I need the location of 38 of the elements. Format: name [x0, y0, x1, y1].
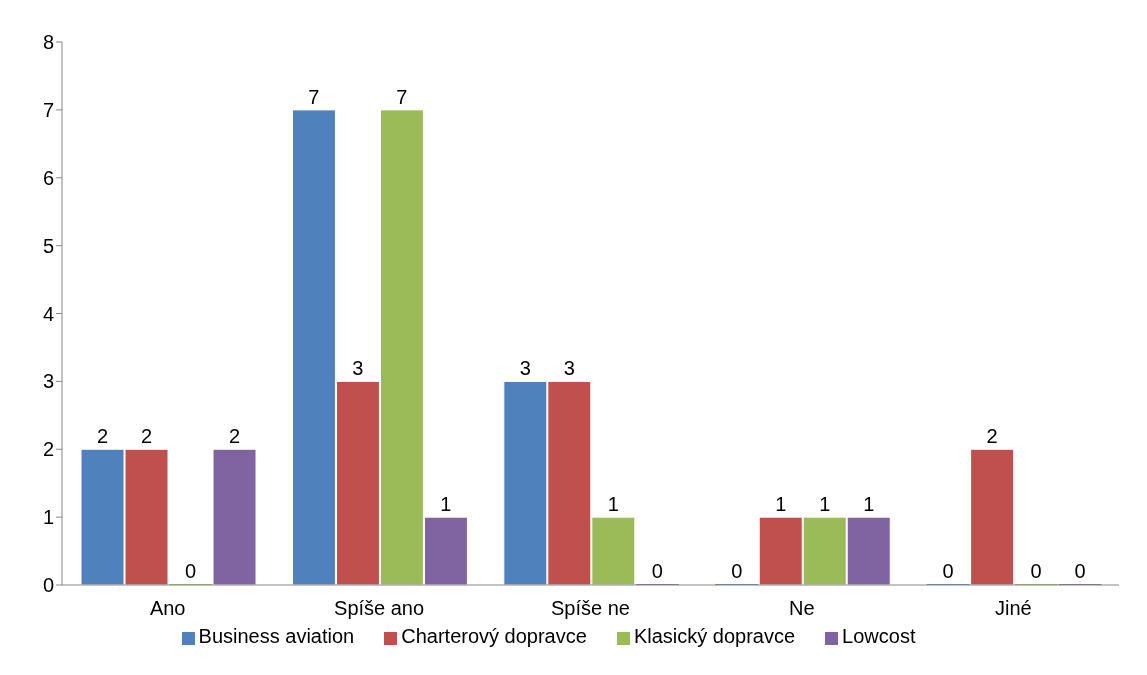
data-label: 2: [96, 425, 109, 448]
data-label: 1: [440, 493, 452, 516]
x-tick-label: Jiné: [994, 597, 1032, 620]
legend-label: Klasický dopravce: [633, 625, 796, 647]
data-label: 7: [396, 85, 408, 108]
data-label: 0: [184, 560, 197, 582]
data-label: 0: [942, 560, 954, 582]
y-tick-label: 5: [42, 234, 54, 257]
data-label: 0: [1030, 560, 1042, 582]
data-label: 0: [731, 560, 743, 582]
legend-label: Lowcost: [842, 625, 916, 647]
data-label: 3: [563, 357, 575, 380]
data-label: 1: [863, 493, 875, 516]
x-tick-label: Ano: [149, 597, 186, 620]
x-tick-label: Ne: [789, 597, 815, 620]
data-label: 2: [228, 425, 241, 448]
y-tick-label: 0: [42, 574, 54, 597]
data-label: 3: [519, 357, 531, 380]
y-tick-label: 1: [42, 506, 54, 529]
data-label: 0: [1074, 560, 1086, 582]
data-label: 1: [775, 493, 787, 516]
data-label: 0: [651, 560, 663, 582]
legend-label: Charterový dopravce: [401, 625, 587, 647]
y-tick-label: 6: [42, 166, 54, 189]
data-label: 2: [140, 425, 153, 448]
legend-label: Business aviation: [198, 625, 355, 647]
data-label: 1: [819, 493, 831, 516]
y-tick-label: 8: [42, 31, 54, 54]
data-label: 3: [352, 357, 364, 380]
data-label: 2: [986, 425, 998, 448]
y-tick-label: 7: [42, 98, 54, 121]
x-tick-label: Spíše ano: [334, 597, 425, 620]
data-label: 7: [308, 85, 320, 108]
data-label: 1: [607, 493, 619, 516]
y-tick-label: 4: [42, 302, 54, 325]
y-tick-label: 3: [42, 370, 54, 393]
x-tick-label: Spíše ne: [551, 597, 630, 620]
y-tick-label: 2: [42, 438, 54, 461]
